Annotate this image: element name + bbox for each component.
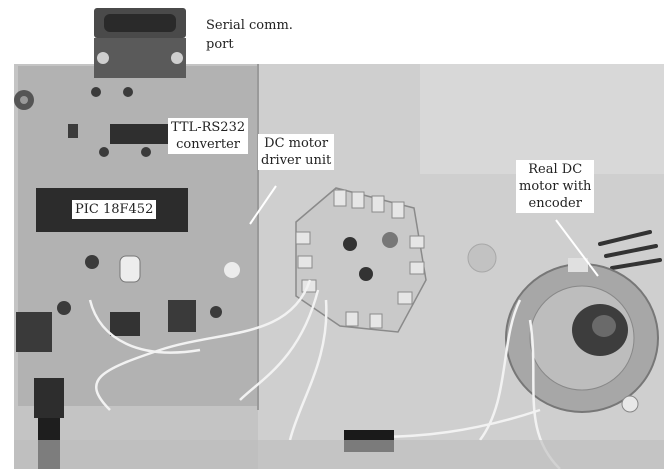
heatsink xyxy=(295,187,427,333)
enclosure-highlight xyxy=(420,64,664,174)
label-motor-driver: DC motor driver unit xyxy=(258,134,335,170)
leader-motor xyxy=(555,219,599,277)
serial-screw-right xyxy=(171,52,183,64)
heatsink-screw xyxy=(382,232,398,248)
regulator xyxy=(168,300,196,332)
serial-screw-left xyxy=(97,52,109,64)
serial-connector-face xyxy=(104,14,176,32)
pcb-board xyxy=(18,66,258,406)
max232-chip xyxy=(110,124,170,144)
serial-connector-body xyxy=(94,38,186,78)
small-chip xyxy=(110,312,140,336)
leader-driver xyxy=(249,185,277,225)
power-module xyxy=(16,312,52,352)
label-pic: PIC 18F452 xyxy=(72,200,157,219)
crystal xyxy=(119,255,141,283)
label-ttl-converter: TTL-RS232 converter xyxy=(168,118,249,154)
power-jack xyxy=(34,378,64,418)
vent-slots xyxy=(598,230,662,270)
label-serial-port: Serial comm. port xyxy=(206,18,293,52)
led xyxy=(224,262,240,278)
label-real-motor: Real DC motor with encoder xyxy=(516,160,595,213)
